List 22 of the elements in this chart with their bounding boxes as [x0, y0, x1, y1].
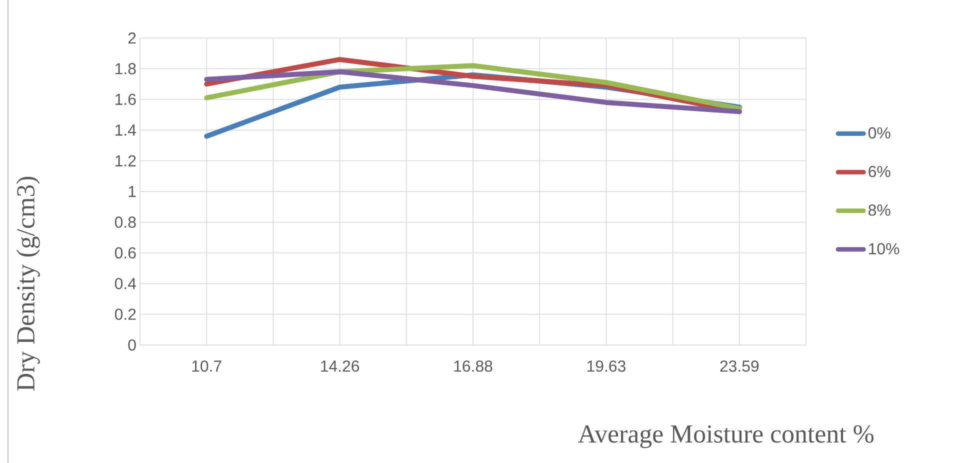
- x-tick-label: 23.59: [720, 360, 759, 372]
- y-tick-label: 1.4: [116, 124, 136, 136]
- y-tick-label: 0.4: [114, 278, 136, 290]
- y-tick-label: 1.6: [116, 94, 136, 106]
- x-tick-label: 16.88: [454, 360, 492, 372]
- legend-label: 10%: [869, 243, 900, 254]
- y-tick-label: 0.6: [114, 247, 136, 259]
- y-tick-label: 1.2: [116, 155, 136, 166]
- y-tick-label: 0: [128, 339, 136, 351]
- x-tick-label: 14.26: [321, 360, 360, 372]
- y-axis-title: Dry Density (g/cm3): [16, 176, 40, 391]
- x-axis-title: Average Moisture content %: [578, 425, 874, 448]
- x-tick-label: 10.7: [192, 360, 222, 372]
- legend-label: 8%: [868, 204, 890, 216]
- legend-label: 0%: [868, 127, 890, 139]
- y-tick-label: 1.8: [116, 63, 136, 74]
- y-tick-label: 0.2: [114, 308, 136, 320]
- y-tick-label: 0.8: [114, 216, 136, 228]
- y-tick-label: 2: [128, 32, 136, 44]
- y-tick-label: 1: [128, 186, 136, 197]
- legend-label: 6%: [868, 166, 890, 178]
- x-tick-label: 19.63: [587, 360, 626, 372]
